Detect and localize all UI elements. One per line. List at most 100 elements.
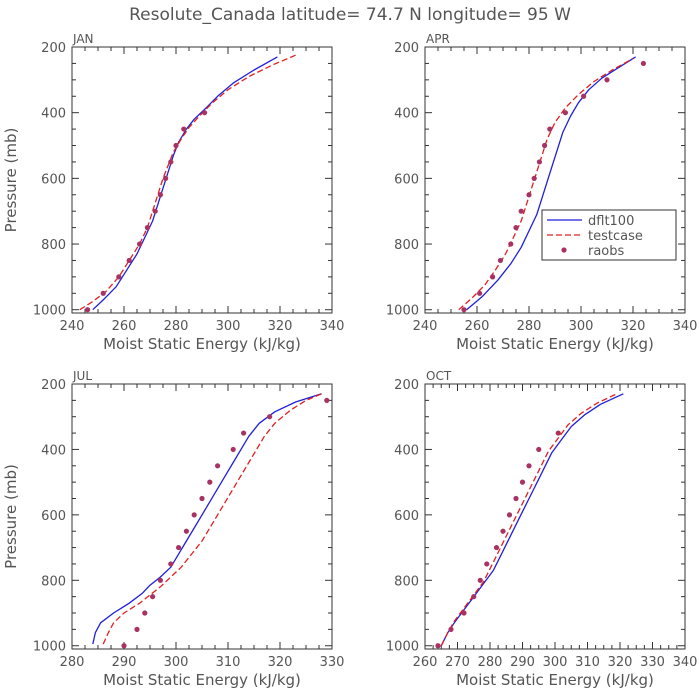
x-tick-label: 300 (216, 319, 241, 334)
x-tick-label: 290 (510, 655, 535, 670)
y-axis-label: Pressure (mb) (2, 464, 20, 569)
x-tick-label: 310 (216, 655, 241, 670)
panel-jan: JAN 240 260 280 300 320 340 200 400 600 800 1000 Moi… (2, 32, 344, 353)
y-tick-label: 200 (394, 41, 419, 56)
raobs-point (176, 544, 182, 551)
dflt100-line (92, 393, 322, 645)
raobs-point (152, 208, 158, 214)
y-tick-label: 800 (41, 238, 66, 253)
panel-title: APR (426, 32, 450, 46)
x-tick-label: 240 (413, 319, 438, 334)
raobs-point (207, 479, 213, 485)
raobs-point (215, 463, 221, 469)
y-tick-label: 400 (41, 107, 66, 122)
x-tick-label: 320 (268, 319, 293, 334)
dflt100-line (466, 56, 636, 311)
raobs-point (134, 626, 140, 632)
x-tick-label: 340 (320, 319, 345, 334)
dflt100-line (440, 393, 624, 646)
raobs-point (435, 643, 441, 649)
raobs-point (126, 257, 132, 264)
x-tick-label: 280 (478, 655, 503, 670)
raobs-point (137, 241, 143, 247)
testcase-line (440, 393, 618, 646)
x-tick-label: 330 (640, 655, 665, 670)
y-tick-label: 200 (41, 378, 66, 393)
raobs-point (513, 495, 519, 502)
x-tick-label: 330 (320, 655, 345, 670)
raobs-point (519, 479, 526, 485)
raobs-point (191, 512, 197, 518)
y-tick-label: 200 (41, 41, 66, 56)
y-tick-label: 400 (394, 107, 419, 122)
raobs-point (542, 142, 548, 149)
raobs-point (324, 397, 330, 403)
raobs-point (199, 495, 205, 502)
x-tick-label: 270 (445, 655, 470, 670)
y-tick-label: 400 (394, 443, 419, 458)
y-tick-label: 1000 (386, 304, 419, 319)
x-tick-label: 340 (673, 655, 698, 670)
raobs-point (202, 110, 208, 116)
panel-jul: JUL 280 290 300 310 320 330 200 400 600 800 1000 Moi… (2, 369, 344, 689)
testcase-line (102, 393, 322, 645)
raobs-point (526, 192, 532, 198)
raobs-point (461, 307, 467, 313)
testcase-line (79, 54, 296, 311)
x-tick-label: 260 (465, 319, 490, 334)
y-tick-label: 800 (394, 574, 419, 589)
x-axis-label: Moist Static Energy (kJ/kg) (103, 335, 301, 353)
legend-label-raobs: raobs (588, 244, 625, 259)
x-tick-label: 300 (569, 319, 594, 334)
dflt100-line (92, 56, 278, 311)
legend-label-testcase: testcase (588, 229, 643, 244)
raobs-point (536, 159, 543, 165)
y-tick-label: 600 (41, 509, 66, 524)
raobs-point (181, 126, 187, 132)
raobs-point (85, 307, 91, 313)
raobs-point (497, 257, 503, 264)
raobs-point (640, 60, 647, 67)
x-tick-label: 260 (413, 655, 438, 670)
raobs-point (267, 414, 273, 420)
raobs-point (150, 594, 156, 600)
x-tick-label: 260 (112, 319, 137, 334)
raobs-point (116, 274, 122, 280)
panel-title: JUL (72, 369, 92, 383)
raobs-point (518, 208, 524, 214)
raobs-point (484, 561, 490, 567)
y-tick-label: 600 (394, 172, 419, 187)
x-tick-label: 320 (621, 319, 646, 334)
raobs-point (477, 290, 483, 296)
y-axis-label: Pressure (mb) (2, 128, 20, 233)
raobs-point (490, 274, 496, 280)
x-tick-label: 300 (543, 655, 568, 670)
x-tick-label: 320 (608, 655, 633, 670)
x-tick-label: 280 (517, 319, 542, 334)
x-axis-label: Moist Static Energy (kJ/kg) (103, 671, 301, 689)
y-tick-label: 800 (41, 574, 66, 589)
y-tick-label: 1000 (386, 640, 419, 655)
x-tick-label: 240 (60, 319, 85, 334)
raobs-point (581, 93, 587, 99)
x-axis-label: Moist Static Energy (kJ/kg) (456, 671, 654, 689)
panel-title: JAN (72, 32, 94, 46)
y-tick-label: 400 (41, 443, 66, 458)
x-tick-label: 320 (268, 655, 293, 670)
raobs-point (555, 430, 561, 436)
raobs-point (144, 225, 150, 231)
raobs-point (547, 126, 553, 132)
raobs-point (526, 463, 532, 469)
raobs-point (493, 544, 500, 551)
y-tick-label: 1000 (33, 640, 66, 655)
figure-title: Resolute_Canada latitude= 74.7 N longitu… (129, 5, 571, 25)
y-tick-label: 1000 (33, 304, 66, 319)
panel-apr: APR 240 260 280 300 320 340 200 400 600 800 1000 Moi… (386, 32, 698, 353)
y-tick-label: 600 (41, 172, 66, 187)
plot-frame (424, 46, 686, 314)
raobs-point (157, 192, 163, 198)
raobs-point (604, 77, 610, 83)
raobs-point (163, 175, 169, 181)
x-tick-label: 340 (673, 319, 698, 334)
